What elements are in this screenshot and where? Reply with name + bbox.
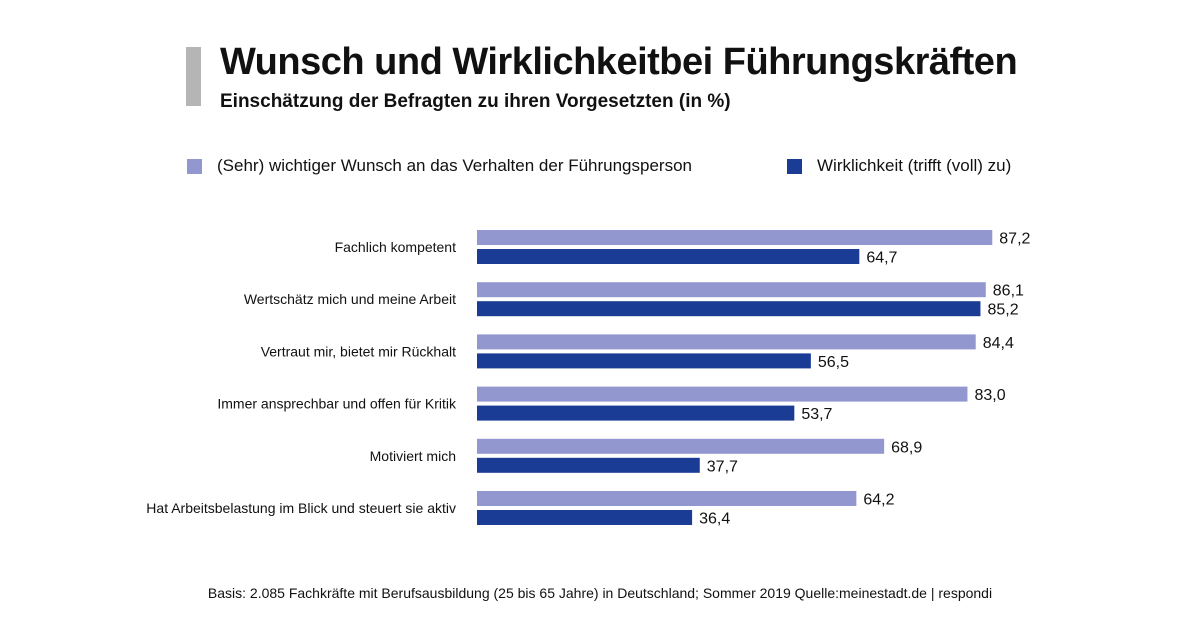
data-label-reality: 56,5 xyxy=(818,354,849,371)
data-label-reality: 36,4 xyxy=(699,511,730,528)
bar-reality xyxy=(477,510,693,525)
category-label: Fachlich kompetent xyxy=(335,239,457,255)
bar-reality xyxy=(477,457,700,473)
data-label-reality: 37,7 xyxy=(707,458,738,475)
bar-reality xyxy=(477,249,860,264)
chart-subtitle: Einschätzung der Befragten zu ihren Vorg… xyxy=(220,91,731,112)
bar-wish xyxy=(477,282,986,298)
data-label-wish: 68,9 xyxy=(891,439,922,456)
bar-wish xyxy=(477,230,993,245)
category-label: Hat Arbeitsbelastung im Blick und steuer… xyxy=(146,500,456,516)
data-label-reality: 64,7 xyxy=(866,250,897,267)
data-label-wish: 64,2 xyxy=(863,492,894,509)
legend-swatch-wish xyxy=(187,158,202,174)
chart-title: Wunsch und Wirklichkeitbei Führungskräft… xyxy=(220,41,1018,83)
bar-wish xyxy=(477,491,857,506)
bar-reality xyxy=(477,301,981,317)
legend-item-wish: (Sehr) wichtiger Wunsch an das Verhalten… xyxy=(187,156,692,176)
legend-label-reality: Wirklichkeit (trifft (voll) zu) xyxy=(817,156,1012,175)
data-label-reality: 85,2 xyxy=(987,302,1018,319)
data-label-wish: 87,2 xyxy=(999,231,1030,248)
legend-label-wish: (Sehr) wichtiger Wunsch an das Verhalten… xyxy=(217,156,692,175)
data-label-wish: 83,0 xyxy=(974,387,1005,404)
bar-reality xyxy=(477,353,811,369)
data-label-reality: 53,7 xyxy=(801,406,832,423)
data-label-wish: 84,4 xyxy=(983,335,1014,352)
title-accent-bar xyxy=(186,47,201,106)
bar-wish xyxy=(477,438,885,454)
bar-wish xyxy=(477,334,976,350)
bar-wish xyxy=(477,386,968,402)
footnote: Basis: 2.085 Fachkräfte mit Berufsausbil… xyxy=(207,585,993,601)
category-label: Vertraut mir, bietet mir Rückhalt xyxy=(261,343,456,359)
category-label: Wertschätz mich und meine Arbeit xyxy=(244,291,456,307)
data-label-wish: 86,1 xyxy=(993,283,1024,300)
category-label: Immer ansprechbar und offen für Kritik xyxy=(217,396,457,412)
legend-swatch-reality xyxy=(787,158,802,174)
bar-reality xyxy=(477,405,795,421)
category-label: Motiviert mich xyxy=(370,448,456,464)
legend-item-reality: Wirklichkeit (trifft (voll) zu) xyxy=(787,156,1011,176)
